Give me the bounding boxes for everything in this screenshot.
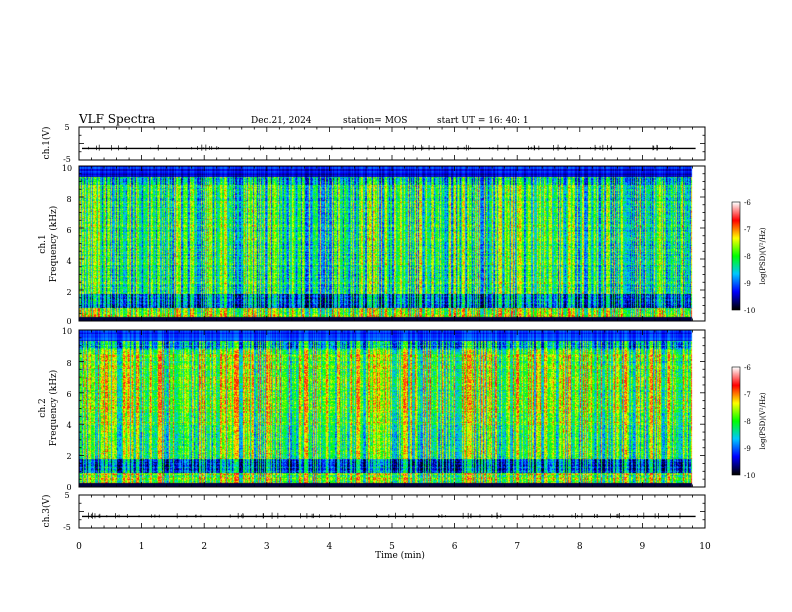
ch1-colorbar (732, 202, 740, 310)
ch2-spec-ytick: 8 (66, 359, 71, 368)
ch2-colorbar-label: log(PSD)(V²/Hz) (759, 392, 767, 449)
ch2-colorbar (732, 367, 740, 475)
ch1-spec-ytick: 2 (66, 288, 71, 297)
ch1-spectrogram-image (79, 166, 705, 321)
ch2-cbar-tick: -6 (744, 364, 751, 372)
ch1-cbar-tick: -8 (744, 253, 751, 261)
ch1-spec-ytick: 0 (66, 317, 71, 326)
ch2-spec-ylabel-channel: ch.2 (38, 398, 48, 417)
ch2-spec-ytick: 6 (66, 390, 71, 399)
ch3-wave-ylabel: ch.3(V) (41, 495, 52, 528)
ch2-colorbar-ticks: -6 -7 -8 -9 -10 (744, 364, 755, 480)
ch1-wave-ytick: -5 (63, 155, 71, 164)
ch1-spec-ylabel: Frequency (kHz) (48, 206, 59, 283)
ch3-wave-ytick: -5 (63, 523, 71, 532)
x-tick-label: 3 (264, 542, 270, 552)
x-tick-label: 10 (699, 542, 711, 552)
ch1-colorbar-label: log(PSD)(V²/Hz) (759, 227, 767, 284)
x-tick-label: 8 (577, 542, 583, 552)
x-tick-label: 2 (201, 542, 207, 552)
ch1-spec-ytick: 10 (62, 164, 72, 173)
ch2-spec-ytick: 10 (62, 327, 72, 336)
station-label: station= MOS (343, 116, 407, 126)
x-tick-label: 9 (640, 542, 646, 552)
x-tick-label: 0 (76, 542, 82, 552)
date-label: Dec.21, 2024 (251, 116, 312, 126)
ch1-spec-ytick: 6 (66, 226, 71, 235)
x-tick-labels: 0 1 2 3 4 5 6 7 8 9 10 (76, 542, 711, 552)
ch3-wave-ytick: 5 (64, 491, 69, 500)
ch1-waveform-trace (82, 144, 696, 151)
x-tick-label: 4 (327, 542, 333, 552)
ch2-spec-ytick: 2 (66, 452, 71, 461)
ch1-colorbar-frame (731, 201, 741, 311)
ch1-cbar-tick: -7 (744, 226, 751, 234)
ch2-cbar-tick: -7 (744, 391, 751, 399)
ch1-wave-ytick: 5 (64, 123, 69, 132)
x-tick-label: 6 (452, 542, 458, 552)
ch2-spec-ytick: 4 (66, 421, 71, 430)
ch2-cbar-tick: -10 (744, 472, 755, 480)
ch2-colorbar-frame (731, 366, 741, 476)
ch2-cbar-tick: -8 (744, 418, 751, 426)
figure-title: VLF Spectra (78, 112, 155, 126)
x-tick-label: 5 (389, 542, 395, 552)
ch1-spec-ytick: 4 (66, 257, 71, 266)
x-tick-label: 7 (514, 542, 520, 552)
x-tick-label: 1 (139, 542, 145, 552)
ch1-cbar-tick: -10 (744, 307, 755, 315)
x-axis-label: Time (min) (375, 550, 425, 561)
ch1-spec-ylabel-channel: ch.1 (38, 234, 48, 253)
axis-tick-marks (78, 126, 706, 529)
ch3-waveform-trace (82, 512, 696, 519)
ch2-spec-ylabel: Frequency (kHz) (48, 370, 59, 447)
ch1-spec-ytick: 8 (66, 195, 71, 204)
ch1-wave-ylabel: ch.1(V) (41, 127, 52, 160)
ch1-colorbar-ticks: -6 -7 -8 -9 -10 (744, 199, 755, 315)
ch2-cbar-tick: -9 (744, 445, 751, 453)
ch2-spec-ytick: 0 (66, 483, 71, 492)
start-ut-label: start UT = 16: 40: 1 (437, 116, 529, 126)
ch1-cbar-tick: -9 (744, 280, 751, 288)
ch1-cbar-tick: -6 (744, 199, 751, 207)
ch2-spectrogram-image (79, 330, 705, 487)
